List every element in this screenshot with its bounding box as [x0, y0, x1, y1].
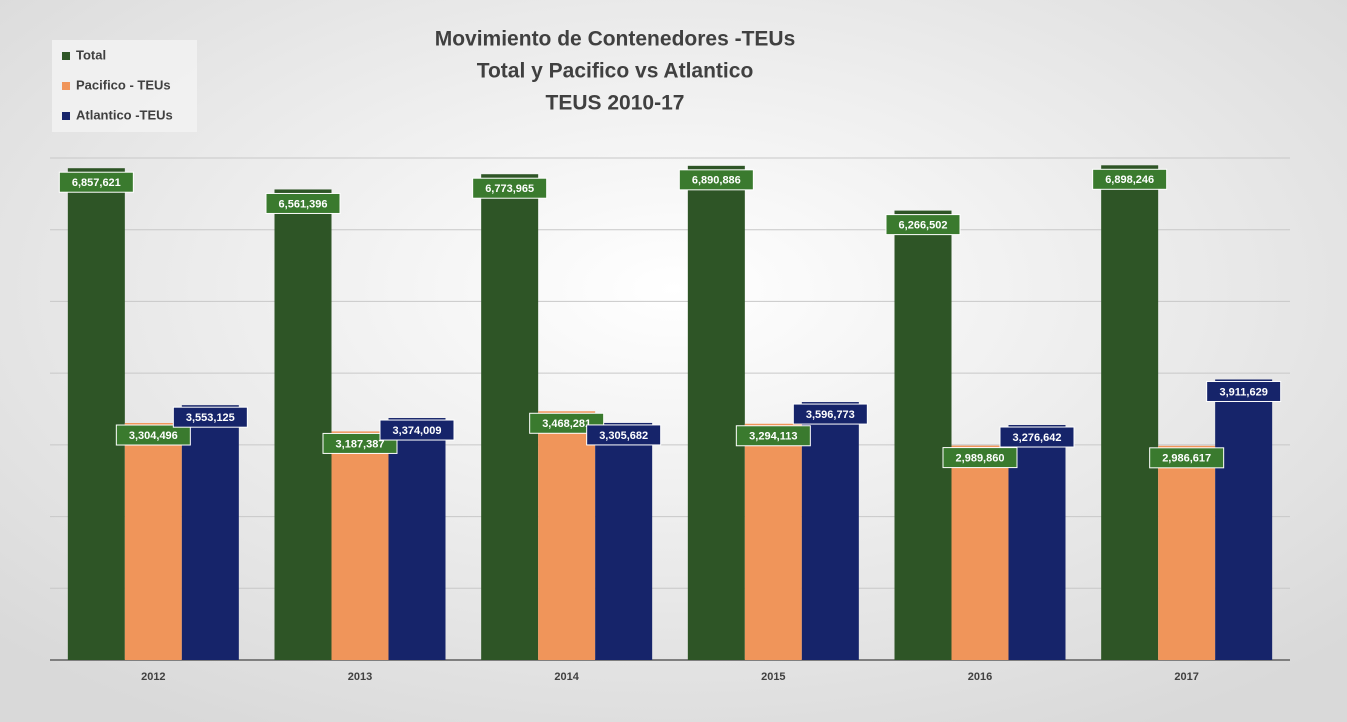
bar [181, 405, 239, 660]
data-label-box [529, 412, 605, 434]
data-label-box [735, 425, 811, 447]
chart-title: Movimiento de Contenedores -TEUs [435, 28, 796, 51]
data-label: 6,773,965 [485, 183, 534, 195]
data-label: 3,187,387 [336, 438, 385, 450]
legend-label: Total [76, 47, 106, 62]
bar [1215, 379, 1273, 660]
chart-title: TEUS 2010-17 [546, 92, 685, 115]
x-tick-label: 2014 [554, 671, 579, 683]
data-label: 6,561,396 [279, 198, 328, 210]
legend-label: Atlantico -TEUs [76, 107, 173, 122]
data-label: 3,276,642 [1013, 432, 1062, 444]
bar [67, 168, 125, 660]
data-label-box [172, 406, 248, 428]
data-label: 3,911,629 [1219, 386, 1267, 398]
bar [951, 445, 1009, 660]
legend-box [52, 40, 197, 132]
legend-swatch [62, 82, 70, 90]
bar [538, 411, 596, 660]
bar [274, 189, 332, 661]
data-label-box [115, 424, 191, 446]
data-label-box [942, 447, 1018, 469]
data-label: 6,890,886 [692, 175, 741, 187]
data-label: 6,898,246 [1105, 174, 1154, 186]
bar [801, 402, 859, 660]
data-label: 3,553,125 [186, 412, 235, 424]
bar [1008, 425, 1066, 660]
bar [1101, 165, 1159, 660]
x-tick-label: 2015 [761, 671, 785, 683]
data-label: 3,294,113 [749, 431, 797, 443]
bar [481, 174, 539, 660]
x-tick-label: 2012 [141, 671, 165, 683]
bar [1158, 445, 1216, 660]
data-label: 6,266,502 [899, 220, 948, 232]
data-label-box [1092, 168, 1168, 190]
x-tick-label: 2016 [968, 671, 992, 683]
data-label-box [678, 169, 754, 191]
data-label-box [1149, 447, 1225, 469]
data-label-box [999, 426, 1075, 448]
legend-swatch [62, 52, 70, 60]
data-label: 3,304,496 [129, 430, 178, 442]
bar [331, 431, 389, 660]
x-tick-label: 2017 [1174, 671, 1198, 683]
data-label-box [586, 424, 662, 446]
data-label-box [792, 403, 868, 425]
chart-title: Total y Pacifico vs Atlantico [477, 60, 754, 83]
bar [388, 418, 446, 660]
data-label: 6,857,621 [72, 177, 121, 189]
data-label-box [265, 192, 341, 214]
data-label: 3,596,773 [806, 409, 855, 421]
legend-swatch [62, 112, 70, 120]
x-tick-label: 2013 [348, 671, 372, 683]
bar [595, 422, 653, 660]
bar [744, 423, 802, 660]
data-label-box [472, 177, 548, 199]
data-label-box [322, 432, 398, 454]
bar [894, 210, 952, 660]
bar [687, 165, 745, 661]
bar [124, 423, 182, 660]
data-label-box [1206, 380, 1282, 402]
data-label-box [885, 214, 961, 236]
legend-label: Pacifico - TEUs [76, 77, 171, 92]
data-label: 3,305,682 [599, 430, 648, 442]
data-label: 3,374,009 [393, 425, 442, 437]
data-label: 2,986,617 [1162, 453, 1211, 465]
data-label-box [58, 171, 134, 193]
data-label: 3,468,281 [542, 418, 591, 430]
data-label: 2,989,860 [956, 452, 1005, 464]
data-label-box [379, 419, 455, 441]
